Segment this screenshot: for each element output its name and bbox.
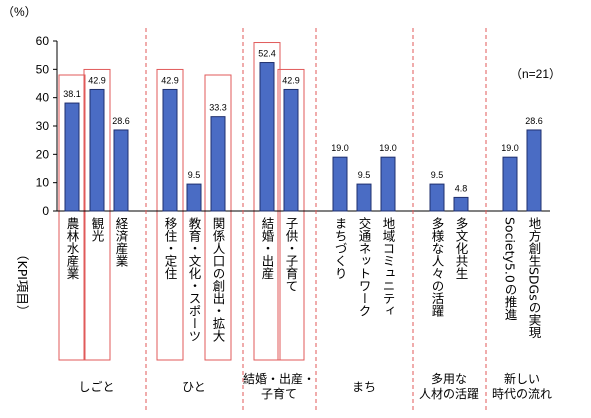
bar xyxy=(502,156,518,212)
highlight-box xyxy=(253,42,281,361)
bar-value-label: 9.5 xyxy=(431,170,444,180)
group-label: 子育て xyxy=(261,386,297,401)
group-label: 人材の活躍 xyxy=(419,387,479,401)
y-tick-label: 10 xyxy=(36,176,50,190)
category-label: 地方創生SDGsの実現 xyxy=(527,217,542,339)
bar xyxy=(210,116,226,212)
category-label: 移住・定住 xyxy=(163,217,178,280)
bar xyxy=(356,183,372,212)
highlight-box xyxy=(204,74,232,361)
category-label: 観光 xyxy=(90,217,105,242)
bar xyxy=(259,62,275,212)
group-label: 多用な xyxy=(431,372,467,386)
group-label: まち xyxy=(352,380,376,394)
bar-value-label: 28.6 xyxy=(525,116,543,126)
category-label: 農林水産業 xyxy=(65,217,80,280)
y-tick-label: 30 xyxy=(36,119,50,133)
category-label: 結婚・出産 xyxy=(260,217,275,280)
bar-value-label: 19.0 xyxy=(379,143,397,153)
bar xyxy=(186,183,202,212)
bar xyxy=(162,88,178,212)
bar-value-label: 28.6 xyxy=(112,116,130,126)
category-label: 多文化共生 xyxy=(454,217,469,280)
category-label: 子供・子育て xyxy=(284,217,299,292)
bar-value-label: 4.8 xyxy=(455,183,468,193)
y-axis-title: （KPI項目） xyxy=(15,248,30,317)
group-label: しごと xyxy=(78,379,114,394)
bar xyxy=(113,129,129,212)
bar-value-label: 42.9 xyxy=(161,75,179,85)
highlight-box xyxy=(83,68,111,361)
highlight-box xyxy=(277,68,305,361)
bar-value-label: 52.4 xyxy=(258,49,276,59)
bar-value-label: 33.3 xyxy=(209,103,227,113)
bar xyxy=(380,156,396,212)
bar xyxy=(283,88,299,212)
bar-value-label: 9.5 xyxy=(188,170,201,180)
y-unit-label: （%） xyxy=(2,5,37,19)
category-label: 多様な人々の活躍 xyxy=(430,217,445,318)
group-label: 結婚・出産・ xyxy=(243,371,315,386)
bar xyxy=(64,102,80,212)
category-label: 経済産業 xyxy=(114,217,129,267)
bar xyxy=(526,129,542,212)
y-tick-label: 50 xyxy=(36,62,50,76)
bar-value-label: 19.0 xyxy=(501,143,519,153)
bar xyxy=(332,156,348,212)
group-label: 時代の流れ xyxy=(492,387,552,401)
bar-value-label: 42.9 xyxy=(88,75,106,85)
category-label: 教育・文化・スポーツ xyxy=(187,216,202,342)
category-label: 地域コミュニティ xyxy=(381,217,396,317)
bar-value-label: 9.5 xyxy=(358,170,371,180)
group-label: ひと xyxy=(182,380,206,394)
bar-value-label: 19.0 xyxy=(331,143,349,153)
highlight-box xyxy=(58,74,86,361)
category-label: まちづくり xyxy=(333,217,348,280)
bar-value-label: 38.1 xyxy=(63,89,81,99)
group-label: 新しい xyxy=(504,371,540,386)
y-tick-label: 40 xyxy=(36,91,50,105)
bar xyxy=(453,196,469,212)
bar xyxy=(429,183,445,212)
category-label: Society5.0の推進 xyxy=(503,217,518,321)
y-tick-label: 0 xyxy=(42,204,49,218)
bar xyxy=(89,88,105,212)
sample-size-note: （n=21） xyxy=(510,67,561,81)
category-label: 関係人口の創出・拡大 xyxy=(211,217,226,342)
category-label: 交通ネットワーク xyxy=(357,216,372,317)
y-tick-label: 60 xyxy=(36,34,50,48)
bar-value-label: 42.9 xyxy=(282,75,300,85)
y-tick-label: 20 xyxy=(36,147,50,161)
highlight-box xyxy=(156,68,184,361)
